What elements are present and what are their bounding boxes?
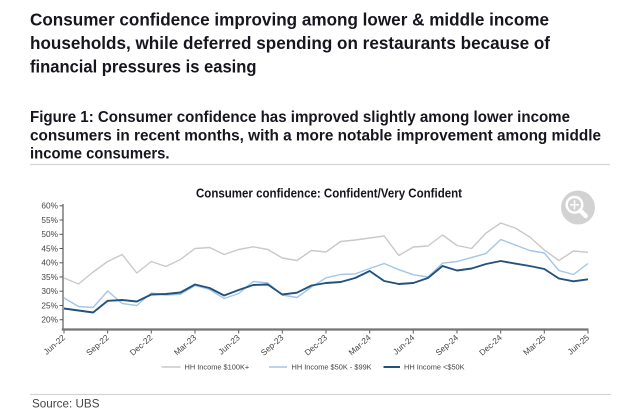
svg-text:Source: UBS: Source: UBS bbox=[32, 399, 100, 411]
svg-text:households, while deferred spe: households, while deferred spending on r… bbox=[30, 33, 550, 53]
svg-text:40%: 40% bbox=[41, 258, 58, 268]
svg-text:20%: 20% bbox=[41, 315, 58, 325]
svg-text:HH Income <$50K: HH Income <$50K bbox=[404, 363, 465, 372]
svg-text:25%: 25% bbox=[41, 300, 58, 310]
svg-text:HH Income $100K+: HH Income $100K+ bbox=[185, 363, 250, 372]
svg-text:50%: 50% bbox=[41, 229, 58, 239]
svg-text:Consumer confidence improving: Consumer confidence improving among lowe… bbox=[30, 9, 549, 29]
svg-text:35%: 35% bbox=[41, 272, 58, 282]
svg-text:Consumer confidence: Confident: Consumer confidence: Confident/Very Conf… bbox=[196, 187, 463, 201]
svg-text:consumers in recent months, wi: consumers in recent months, with a more … bbox=[30, 127, 601, 144]
svg-text:income consumers.: income consumers. bbox=[30, 146, 170, 163]
svg-text:60%: 60% bbox=[41, 201, 58, 211]
svg-text:55%: 55% bbox=[41, 215, 58, 225]
svg-text:30%: 30% bbox=[41, 286, 58, 296]
svg-text:HH Income $50K - $99K: HH Income $50K - $99K bbox=[292, 363, 372, 372]
svg-text:Figure 1: Consumer confidence: Figure 1: Consumer confidence has improv… bbox=[30, 109, 570, 126]
svg-text:45%: 45% bbox=[41, 243, 58, 253]
svg-text:financial pressures is easing: financial pressures is easing bbox=[30, 57, 257, 77]
